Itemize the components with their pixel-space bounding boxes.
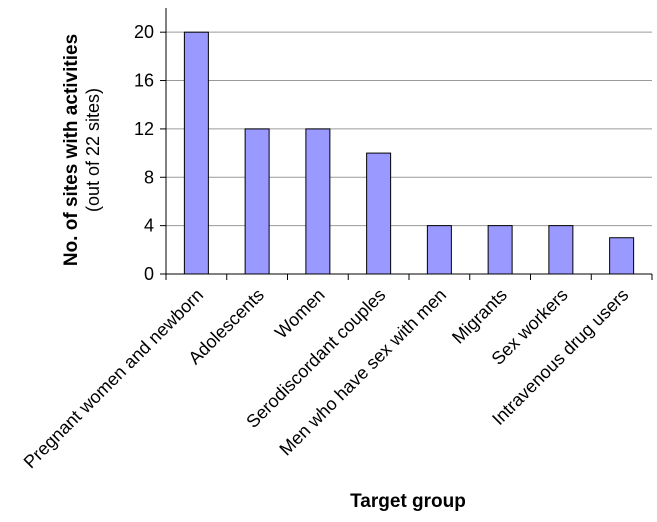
bars <box>183 31 635 275</box>
x-axis-title: Target group <box>350 491 466 512</box>
axes <box>160 8 653 280</box>
y-tick-label: 12 <box>134 119 154 139</box>
bar <box>426 225 452 275</box>
x-category-label: Pregnant women and newborn <box>20 285 208 473</box>
bar <box>366 152 392 275</box>
y-tick-labels: 0 4 8 12 16 20 <box>134 22 154 284</box>
y-tick-label: 20 <box>134 22 154 42</box>
bar <box>487 225 513 275</box>
y-tick-label: 16 <box>134 71 154 91</box>
gridlines <box>166 31 652 227</box>
bar <box>609 237 635 275</box>
y-axis-title: No. of sites with activities <box>61 34 82 266</box>
y-tick-label: 4 <box>144 216 154 236</box>
y-tick-label: 0 <box>144 264 154 284</box>
bar <box>305 128 331 275</box>
y-axis-subtitle: (out of 22 sites) <box>83 88 103 212</box>
bar <box>548 225 574 275</box>
bar <box>244 128 270 275</box>
x-category-label: Women <box>271 285 329 343</box>
bar <box>183 31 209 275</box>
x-category-label: Migrants <box>448 285 511 348</box>
y-tick-label: 8 <box>144 167 154 187</box>
